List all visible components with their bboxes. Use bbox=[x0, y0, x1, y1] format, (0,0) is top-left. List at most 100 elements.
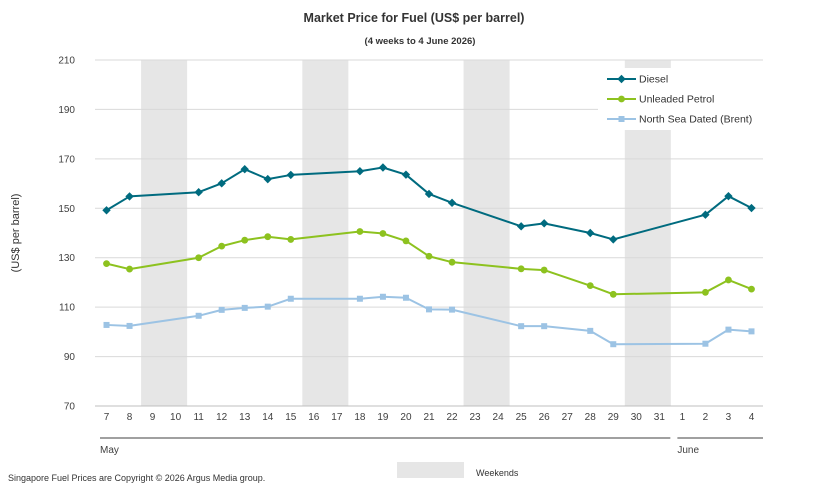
y-axis-ticks: 70 90 110 130 150 170 190 210 bbox=[58, 56, 75, 413]
x-tick-label: 19 bbox=[377, 412, 389, 423]
data-point bbox=[617, 74, 626, 84]
data-point bbox=[195, 254, 203, 262]
x-tick-label: 12 bbox=[216, 412, 228, 423]
data-point bbox=[264, 303, 271, 310]
series-layer bbox=[102, 163, 756, 348]
data-point bbox=[401, 170, 411, 179]
data-point bbox=[747, 203, 756, 213]
x-tick-label: 15 bbox=[285, 412, 297, 423]
data-point bbox=[125, 192, 134, 201]
y-tick-label: 210 bbox=[58, 56, 75, 67]
x-tick-label: 10 bbox=[170, 412, 182, 423]
data-point bbox=[586, 228, 595, 238]
data-point bbox=[379, 293, 386, 300]
data-point bbox=[264, 233, 272, 241]
x-tick-label: 22 bbox=[446, 412, 458, 423]
data-point bbox=[618, 116, 625, 122]
x-tick-label: 26 bbox=[539, 412, 551, 423]
data-point bbox=[725, 276, 732, 284]
data-point bbox=[287, 236, 295, 243]
legend-label: Unleaded Petrol bbox=[639, 94, 714, 106]
data-point bbox=[194, 188, 203, 197]
y-tick-label: 150 bbox=[58, 204, 75, 215]
series-north-sea-dated-brent bbox=[103, 293, 755, 348]
data-point bbox=[748, 285, 755, 293]
weekend-legend-swatch bbox=[397, 462, 464, 478]
data-point bbox=[356, 295, 363, 302]
data-point bbox=[540, 266, 548, 274]
data-point bbox=[241, 236, 249, 244]
data-point bbox=[587, 327, 594, 334]
data-point bbox=[516, 222, 526, 231]
data-point bbox=[610, 341, 617, 348]
x-tick-label: 30 bbox=[631, 412, 643, 423]
data-point bbox=[379, 230, 387, 237]
data-point bbox=[218, 306, 225, 313]
x-tick-label: 7 bbox=[104, 412, 110, 423]
data-point bbox=[541, 323, 548, 330]
x-tick-label: 21 bbox=[423, 412, 435, 423]
data-point bbox=[263, 174, 272, 184]
data-point bbox=[725, 326, 732, 333]
data-point bbox=[449, 306, 456, 313]
weekend-band bbox=[463, 60, 510, 406]
data-point bbox=[448, 258, 456, 266]
x-tick-label: 1 bbox=[680, 412, 686, 423]
x-tick-label: 16 bbox=[308, 412, 320, 423]
x-tick-label: 23 bbox=[470, 412, 482, 423]
data-point bbox=[103, 260, 110, 268]
data-point bbox=[240, 165, 249, 174]
weekend-band bbox=[141, 60, 188, 406]
x-tick-label: 11 bbox=[193, 412, 204, 423]
data-point bbox=[103, 321, 110, 328]
data-point bbox=[609, 290, 617, 298]
data-point bbox=[241, 304, 248, 311]
series-unleaded-petrol bbox=[103, 228, 755, 298]
chart-title: Market Price for Fuel (US$ per barrel) bbox=[304, 11, 525, 25]
x-tick-label: 17 bbox=[331, 412, 343, 423]
data-point bbox=[424, 189, 434, 199]
y-tick-label: 110 bbox=[59, 303, 75, 314]
data-point bbox=[218, 242, 226, 250]
y-tick-label: 90 bbox=[64, 352, 76, 363]
month-label: June bbox=[677, 445, 699, 456]
x-tick-label: 31 bbox=[654, 412, 666, 423]
x-tick-label: 20 bbox=[400, 412, 412, 423]
data-point bbox=[287, 295, 294, 302]
data-point bbox=[402, 237, 410, 245]
data-point bbox=[701, 210, 710, 219]
data-point bbox=[355, 167, 365, 176]
weekend-legend-label: Weekends bbox=[476, 468, 519, 478]
gridlines bbox=[95, 59, 763, 407]
x-tick-label: 25 bbox=[516, 412, 528, 423]
x-tick-label: 14 bbox=[262, 412, 274, 423]
x-tick-label: 27 bbox=[562, 412, 574, 423]
data-point bbox=[609, 235, 618, 244]
x-tick-label: 13 bbox=[239, 412, 251, 423]
legend-label: North Sea Dated (Brent) bbox=[639, 114, 752, 126]
y-tick-label: 170 bbox=[58, 154, 75, 165]
chart-subtitle: (4 weeks to 4 June 2026) bbox=[365, 36, 476, 47]
data-point bbox=[102, 206, 111, 215]
x-tick-label: 8 bbox=[127, 412, 133, 423]
data-point bbox=[539, 219, 549, 228]
x-tick-label: 4 bbox=[749, 412, 755, 423]
month-axis: May June bbox=[100, 437, 763, 456]
x-tick-label: 18 bbox=[354, 412, 366, 423]
y-tick-label: 70 bbox=[64, 402, 76, 413]
y-tick-label: 190 bbox=[58, 105, 75, 116]
data-point bbox=[702, 288, 709, 296]
data-point bbox=[425, 252, 433, 260]
data-point bbox=[518, 323, 525, 330]
y-tick-label: 130 bbox=[58, 253, 75, 264]
data-point bbox=[586, 282, 594, 290]
data-point bbox=[517, 265, 525, 273]
legend-label: Diesel bbox=[639, 74, 668, 86]
data-point bbox=[126, 322, 133, 329]
data-point bbox=[126, 265, 133, 273]
x-tick-label: 2 bbox=[703, 412, 709, 423]
legend: Diesel Unleaded Petrol North Sea Dated (Br… bbox=[598, 68, 766, 130]
copyright-text: Singapore Fuel Prices are Copyright © 20… bbox=[8, 473, 265, 483]
y-axis-label: (US$ per barrel) bbox=[10, 194, 22, 273]
